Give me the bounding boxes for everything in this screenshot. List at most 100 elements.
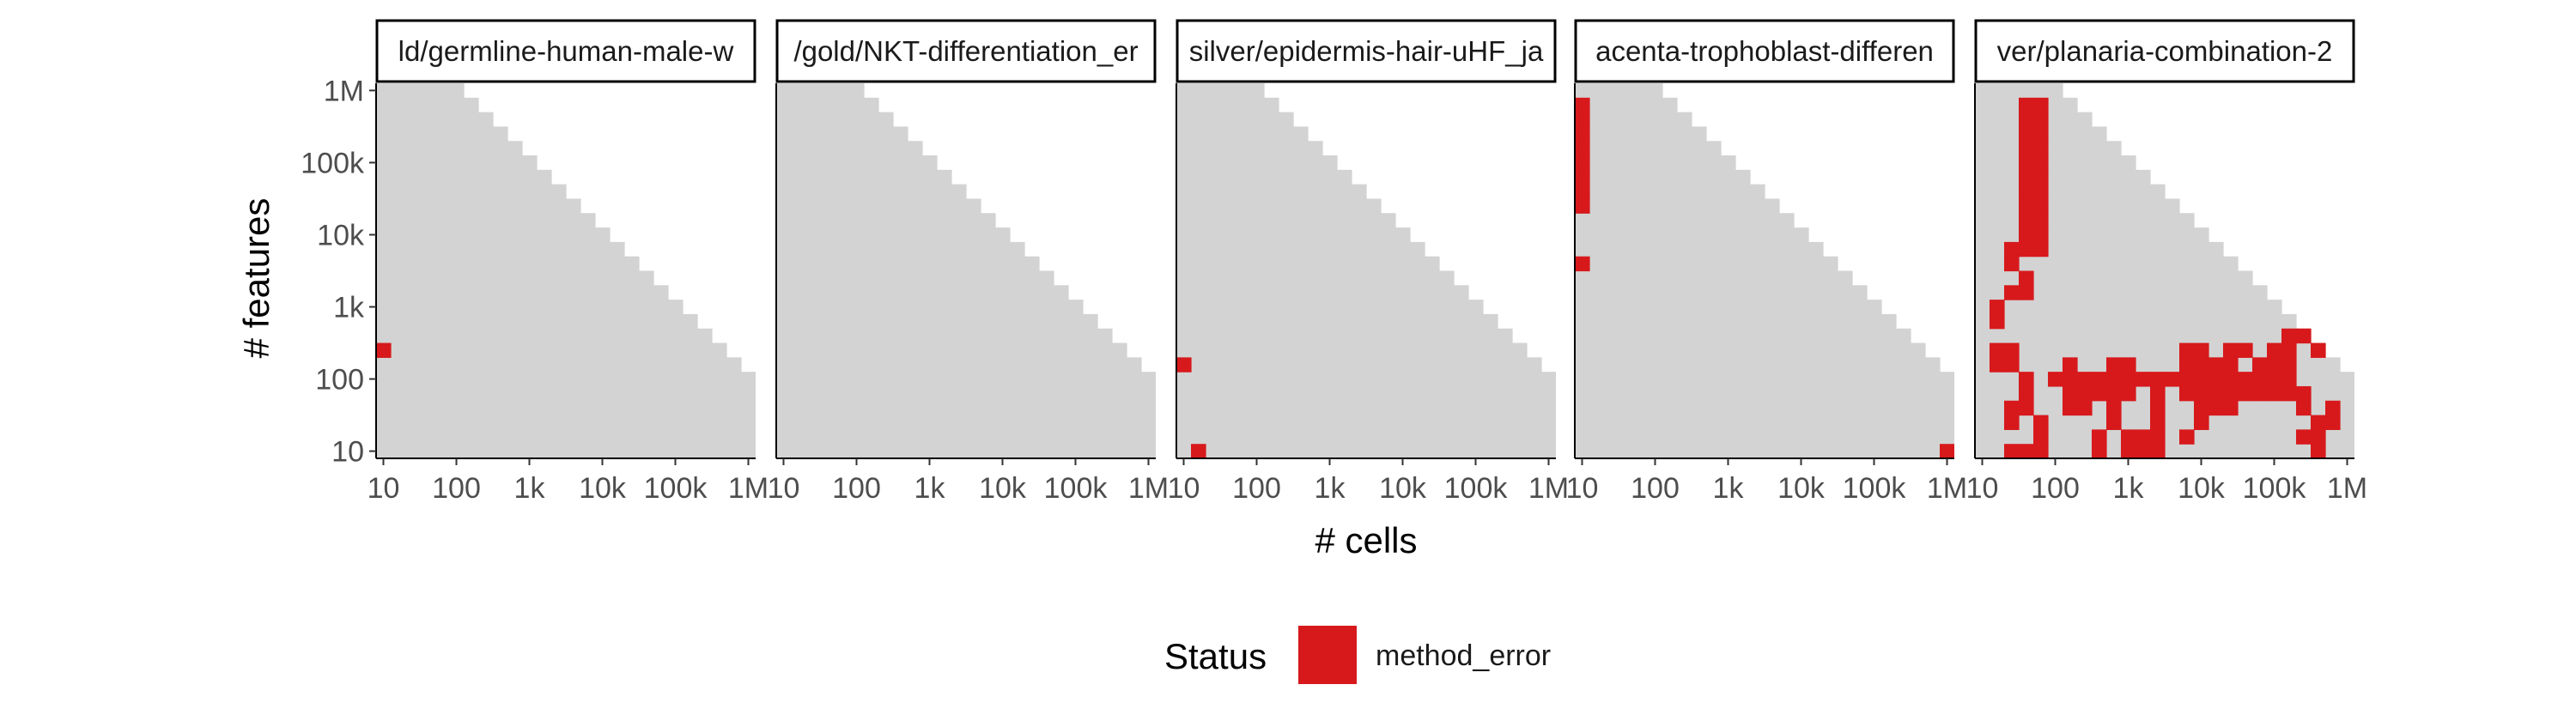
method-error-cell [2223, 342, 2239, 358]
method-error-cell [2194, 357, 2209, 373]
grid-column [1097, 328, 1113, 458]
y-tick-label: 1k [333, 292, 365, 324]
grid-column [1039, 270, 1054, 458]
grid-column [1838, 270, 1853, 458]
panel-title: /gold/NKT-differentiation_er [793, 35, 1138, 67]
method-error-cell [2106, 372, 2122, 387]
grid-column [2136, 169, 2151, 458]
facet-panel: ver/planaria-combination-2 10 100 1k 10k 100k… [1966, 19, 2367, 505]
grid-column [1527, 357, 1542, 458]
grid-column [434, 83, 450, 458]
method-error-cell [2252, 372, 2268, 387]
grid-column [1589, 83, 1605, 458]
method-error-cell [1575, 198, 1590, 214]
method-error-cell [2019, 285, 2034, 300]
x-tick-label: 100k [1444, 472, 1509, 505]
grid-column [566, 198, 581, 458]
method-error-cell [2252, 357, 2268, 373]
x-tick-label: 10 [768, 472, 800, 505]
method-error-cell [2252, 385, 2268, 402]
grid-column [1054, 285, 1069, 458]
grid-column [610, 241, 625, 458]
grid-column [2179, 213, 2195, 458]
grid-column [726, 357, 742, 458]
method-error-cell [2063, 400, 2078, 416]
facet-panel: acenta-trophoblast-differen 10 100 1k 10k 100… [1566, 19, 1967, 505]
method-error-cell [2019, 400, 2034, 416]
x-tick-label: 10k [1379, 472, 1427, 505]
method-error-cell [2267, 357, 2282, 373]
panel-cells [776, 83, 1156, 458]
method-error-cell [2296, 400, 2312, 416]
grid-column [2165, 198, 2180, 458]
method-error-cell [2077, 385, 2093, 402]
method-error-cell [2296, 385, 2312, 402]
method-error-cell [1575, 184, 1590, 200]
y-tick-label: 1M [324, 75, 364, 107]
grid-column [1867, 300, 1882, 458]
grid-column [1619, 83, 1634, 458]
method-error-cell [1990, 357, 2005, 373]
method-error-cell [2004, 342, 2020, 358]
grid-column [1633, 83, 1649, 458]
x-axis-title: # cells [1315, 520, 1417, 560]
grid-column [712, 342, 727, 458]
facet-panel: ld/germline-human-male-w 10 100 1k 10k 100k 1M… [301, 19, 769, 505]
grid-column [1794, 227, 1809, 458]
method-error-cell [2063, 357, 2078, 373]
grid-column [1852, 285, 1868, 458]
method-error-cell [2033, 169, 2049, 185]
grid-column [1010, 241, 1025, 458]
method-error-cell [2033, 97, 2049, 113]
panel-title: silver/epidermis-hair-uHF_ja [1189, 35, 1544, 67]
grid-column [1322, 155, 1338, 458]
method-error-cell [1191, 444, 1206, 458]
facet-panels: ld/germline-human-male-w 10 100 1k 10k 100k 1M… [301, 19, 2367, 505]
method-error-cell [2194, 372, 2209, 387]
grid-column [937, 169, 952, 458]
method-error-cell [2019, 270, 2034, 286]
grid-column [1366, 198, 1382, 458]
grid-column [1750, 184, 1765, 458]
method-error-cell [2019, 97, 2034, 113]
grid-column [820, 83, 835, 458]
method-error-cell [2106, 357, 2122, 373]
x-tick-label: 100 [832, 472, 881, 505]
legend-label-method-error: method_error [1376, 639, 1551, 672]
method-error-cell [2150, 429, 2166, 445]
method-error-cell [2033, 155, 2049, 171]
legend-title: Status [1164, 636, 1267, 676]
grid-column [1279, 112, 1294, 458]
grid-column [1940, 372, 1954, 458]
method-error-cell [2106, 415, 2122, 430]
method-error-cell [2033, 227, 2049, 243]
method-error-cell [2325, 400, 2341, 416]
x-tick-label: 100k [644, 472, 708, 505]
grid-column [1176, 83, 1192, 458]
method-error-cell [2208, 372, 2224, 387]
grid-column [791, 83, 806, 458]
method-error-cell [2311, 415, 2326, 430]
grid-column [1604, 83, 1619, 458]
grid-column [580, 213, 596, 458]
x-tick-label: 1k [514, 472, 546, 505]
panel-cells [1176, 83, 1556, 458]
method-error-cell [2179, 385, 2195, 402]
grid-column [2048, 83, 2063, 458]
grid-column [653, 285, 669, 458]
method-error-cell [2311, 429, 2326, 445]
method-error-cell [2019, 241, 2034, 258]
y-tick-label: 10k [317, 219, 365, 251]
grid-column [1141, 372, 1156, 458]
grid-column [1425, 256, 1440, 458]
grid-column [1395, 227, 1411, 458]
method-error-cell [2048, 372, 2063, 387]
grid-column [1483, 313, 1498, 458]
method-error-cell [2311, 444, 2326, 458]
method-error-cell [1940, 444, 1954, 458]
method-error-cell [2208, 385, 2224, 402]
grid-column [805, 83, 821, 458]
method-error-cell [1990, 300, 2005, 315]
grid-column [1648, 83, 1663, 458]
grid-column [1541, 372, 1556, 458]
